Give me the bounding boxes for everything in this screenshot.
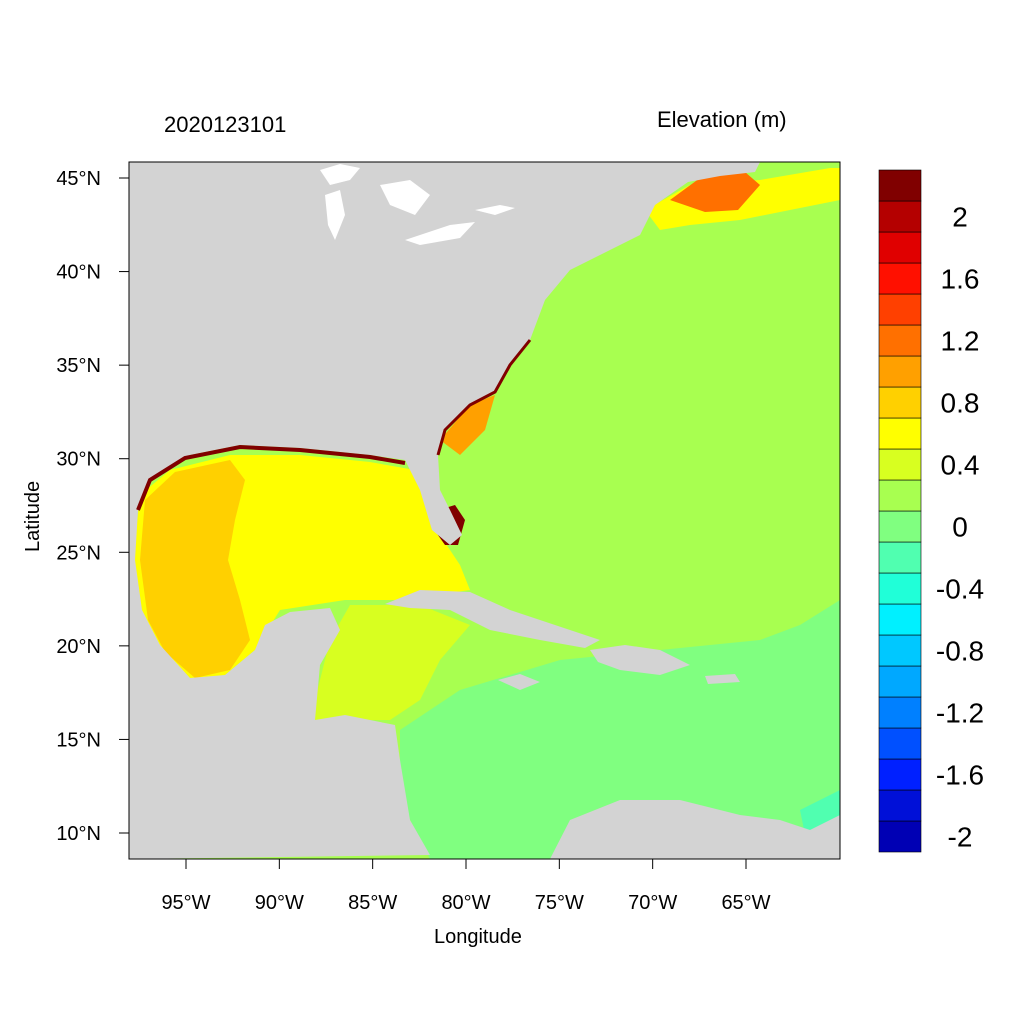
y-axis-ticks: 45°N 40°N 35°N 30°N 25°N 20°N 15°N 10°N — [56, 168, 129, 845]
colorbar-segment — [878, 572, 922, 605]
colorbar-label: 1.2 — [941, 326, 980, 357]
y-tick-label: 20°N — [56, 636, 101, 658]
x-tick-label: 65°W — [721, 892, 770, 914]
colorbar-label: 0.8 — [941, 388, 980, 419]
colorbar-label: -1.2 — [936, 698, 984, 729]
colorbar-segment — [878, 355, 922, 388]
x-tick-label: 90°W — [255, 892, 304, 914]
colorbar-segment — [878, 417, 922, 450]
y-tick-label: 45°N — [56, 168, 101, 190]
colorbar-segment — [878, 603, 922, 636]
puerto-rico-land — [705, 674, 740, 684]
x-tick-label: 95°W — [161, 892, 210, 914]
colorbar-label: 0.4 — [941, 450, 980, 481]
colorbar-segment — [878, 169, 922, 202]
lake-michigan — [325, 190, 345, 240]
cuba-land — [385, 590, 600, 648]
colorbar-segment — [878, 200, 922, 233]
gulf-west-region — [140, 460, 250, 678]
land-masses — [129, 162, 840, 859]
colorbar-label: -2 — [948, 822, 973, 853]
north-america-land — [129, 162, 760, 859]
colorbar-segment — [878, 386, 922, 419]
lake-ontario — [475, 205, 515, 215]
ocean-south-region — [400, 600, 840, 859]
south-america-land — [550, 800, 840, 859]
colorbar-segment — [878, 727, 922, 760]
colorbar-segment — [878, 758, 922, 791]
colorbar-segment — [878, 696, 922, 729]
colorbar-label: -0.8 — [936, 636, 984, 667]
atlantic-coast-orange — [440, 395, 495, 455]
lake-huron — [380, 180, 430, 215]
date-label: 2020123101 — [164, 112, 287, 137]
x-axis-title: Longitude — [434, 926, 522, 948]
colorbar-label: -0.4 — [936, 574, 984, 605]
y-axis-title: Latitude — [22, 480, 44, 552]
y-tick-label: 15°N — [56, 729, 101, 751]
gulf-coast-surge — [136, 444, 406, 511]
lake-erie — [405, 222, 475, 245]
colorbar-label: 0 — [952, 512, 968, 543]
x-axis-ticks: 95°W 90°W 85°W 80°W 75°W 70°W 65°W — [161, 859, 771, 914]
y-tick-label: 40°N — [56, 262, 101, 284]
colorbar-segment — [878, 231, 922, 264]
great-lakes — [320, 164, 515, 245]
colorbar-segment — [878, 634, 922, 667]
y-tick-label: 30°N — [56, 449, 101, 471]
jamaica-land — [498, 674, 540, 690]
gulf-of-maine-surge — [670, 172, 760, 212]
colorbar — [878, 169, 922, 853]
y-tick-label: 35°N — [56, 355, 101, 377]
colorbar-segment — [878, 262, 922, 295]
plot-frame — [128, 161, 841, 860]
y-tick-label: 25°N — [56, 542, 101, 564]
colorbar-segment — [878, 820, 922, 853]
y-tick-label: 10°N — [56, 823, 101, 845]
x-tick-label: 80°W — [441, 892, 490, 914]
colorbar-labels: -2 -1.6 -1.2 -0.8 -0.4 0 0.4 0.8 1.2 1.6 2 — [936, 202, 984, 853]
map-area — [129, 162, 840, 859]
colorbar-segment — [878, 789, 922, 822]
lake-superior — [320, 164, 360, 185]
colorbar-label: 2 — [952, 202, 968, 233]
colorbar-segment — [878, 479, 922, 512]
colorbar-segment — [878, 541, 922, 574]
colorbar-segment — [878, 324, 922, 357]
atlantic-coast-surge — [436, 339, 532, 456]
hispaniola-land — [590, 645, 690, 675]
colorbar-segment — [878, 448, 922, 481]
caribbean-northwest — [310, 605, 470, 720]
x-tick-label: 70°W — [628, 892, 677, 914]
colorbar-segment — [878, 665, 922, 698]
variable-label: Elevation (m) — [657, 107, 787, 132]
x-tick-label: 75°W — [535, 892, 584, 914]
colorbar-segment — [878, 293, 922, 326]
colorbar-segment — [878, 510, 922, 543]
colorbar-label: -1.6 — [936, 760, 984, 791]
x-tick-label: 85°W — [348, 892, 397, 914]
colorbar-label: 1.6 — [941, 264, 980, 295]
